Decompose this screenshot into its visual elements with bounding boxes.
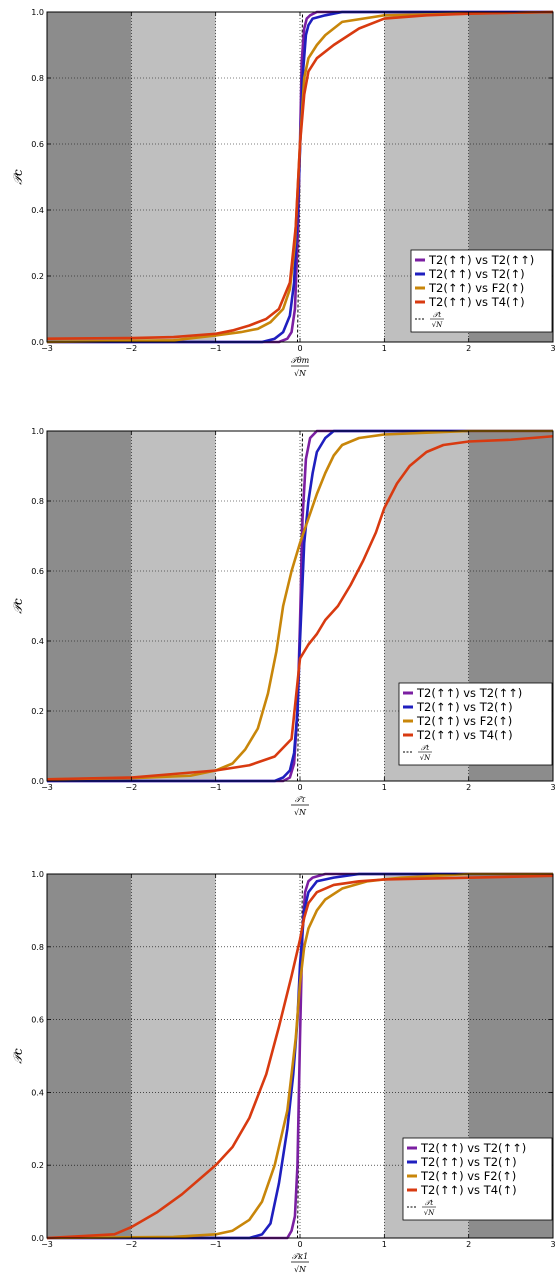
x-tick-label: 1 [382,344,387,353]
x-axis-label-numerator: 𝒯τ [295,795,306,804]
legend-label: T2(↑↑) vs T4(↑) [420,1183,517,1197]
y-tick-label: 0.6 [31,567,44,576]
y-tick-label: 0.4 [31,1088,44,1097]
shaded-band-2 [131,874,216,1238]
x-tick-label: −1 [210,1240,222,1249]
y-axis-label: 𝒫c [11,169,25,185]
legend-reference-denominator: √N [420,754,431,762]
x-tick-label: 3 [550,783,555,792]
x-tick-label: −3 [41,344,53,353]
x-axis-label-numerator: 𝒯κ1 [292,1252,308,1261]
x-tick-label: 0 [297,1240,302,1249]
y-tick-label: 1.0 [31,427,44,436]
chart-3: −3 −2 −1 0 1 2 30.00.20.40.60.81.0𝒫c𝒯κ1√NT2(↑↑… [11,870,556,1274]
legend: T2(↑↑) vs T2(↑↑)T2(↑↑) vs T2(↑)T2(↑↑) vs… [410,249,553,333]
x-tick-label: 1 [382,783,387,792]
series-line-4 [46,434,554,781]
y-tick-label: 0.8 [31,74,44,83]
chart-1: −3 −2 −1 0 1 2 30.00.20.40.60.81.0𝒫c𝒯θm√NT2(↑↑… [11,8,556,378]
legend-label: T2(↑↑) vs T4(↑) [428,295,525,309]
legend-label: T2(↑↑) vs T2(↑↑) [416,686,522,700]
shaded-band-1 [47,874,132,1238]
y-tick-label: 0.6 [31,140,44,149]
x-tick-label: −1 [210,344,222,353]
chart-2: −3 −2 −1 0 1 2 30.00.20.40.60.81.0𝒫c𝒯τ√NT2(↑↑)… [11,427,556,817]
x-tick-label: −3 [41,783,53,792]
y-tick-label: 0.2 [31,272,44,281]
x-tick-label: 0 [297,783,302,792]
y-tick-label: 0.4 [31,206,44,215]
series-line-4 [46,10,554,340]
x-tick-label: 0 [297,344,302,353]
legend-box [398,682,553,766]
x-axis-label-denominator: √N [294,1265,307,1274]
x-tick-label: 3 [550,1240,555,1249]
legend-label: T2(↑↑) vs T2(↑) [420,1155,517,1169]
x-tick-label: −2 [125,783,137,792]
shaded-band-1 [47,431,132,781]
x-tick-label: 2 [466,344,471,353]
x-tick-label: −2 [125,344,137,353]
y-tick-label: 0.6 [31,1016,44,1025]
y-tick-label: 1.0 [31,8,44,17]
shaded-band-2 [131,12,216,342]
x-axis-label-denominator: √N [294,369,307,378]
legend-label: T2(↑↑) vs T2(↑) [416,700,513,714]
y-tick-label: 1.0 [31,870,44,879]
legend: T2(↑↑) vs T2(↑↑)T2(↑↑) vs T2(↑)T2(↑↑) vs… [398,682,553,766]
y-axis-label: 𝒫c [11,1048,25,1064]
y-tick-label: 0.0 [31,777,44,786]
legend-reference-denominator: √N [424,1209,435,1217]
y-tick-label: 0.2 [31,1161,44,1170]
legend-reference-numerator: 𝒯t [421,744,429,752]
shaded-band-2 [131,431,216,781]
x-tick-label: 2 [466,783,471,792]
legend-reference-numerator: 𝒯t [433,311,441,319]
legend-box [410,249,553,333]
y-tick-label: 0.0 [31,1234,44,1243]
x-tick-label: 3 [550,344,555,353]
legend: T2(↑↑) vs T2(↑↑)T2(↑↑) vs T2(↑)T2(↑↑) vs… [402,1137,553,1221]
legend-label: T2(↑↑) vs T2(↑) [428,267,525,281]
y-tick-label: 0.8 [31,497,44,506]
legend-reference-denominator: √N [432,321,443,329]
x-tick-label: −2 [125,1240,137,1249]
legend-label: T2(↑↑) vs F2(↑) [428,281,524,295]
y-tick-label: 0.4 [31,637,44,646]
legend-reference-numerator: 𝒯t [425,1199,433,1207]
x-axis-label-denominator: √N [294,808,307,817]
series-line-4 [46,874,554,1240]
legend-label: T2(↑↑) vs F2(↑) [416,714,512,728]
series-line-2 [47,429,553,783]
legend-label: T2(↑↑) vs F2(↑) [420,1169,516,1183]
x-tick-label: −1 [210,783,222,792]
y-axis-label: 𝒫c [11,598,25,614]
x-tick-label: −3 [41,1240,53,1249]
shaded-band-1 [47,12,132,342]
legend-label: T2(↑↑) vs T2(↑↑) [420,1141,526,1155]
legend-label: T2(↑↑) vs T4(↑) [416,728,513,742]
x-tick-label: 2 [466,1240,471,1249]
legend-label: T2(↑↑) vs T2(↑↑) [428,253,534,267]
y-tick-label: 0.0 [31,338,44,347]
x-axis-label-numerator: 𝒯θm [291,356,310,365]
y-tick-label: 0.8 [31,943,44,952]
series-line-3 [46,429,553,781]
x-tick-label: 1 [382,1240,387,1249]
legend-box [402,1137,553,1221]
y-tick-label: 0.2 [31,707,44,716]
